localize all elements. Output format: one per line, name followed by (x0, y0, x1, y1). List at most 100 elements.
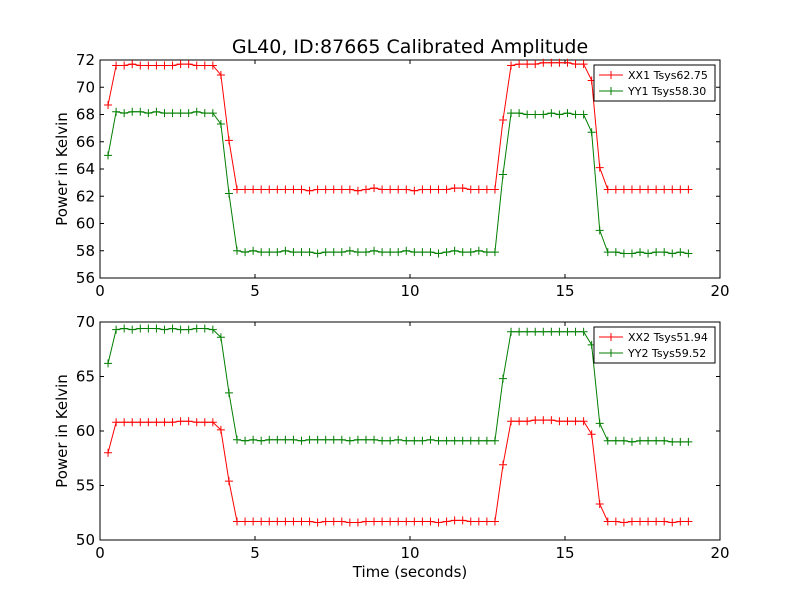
data-point-marker (684, 185, 693, 194)
data-point-marker (136, 324, 145, 333)
data-point-marker (410, 436, 419, 445)
data-point-marker (297, 436, 306, 445)
data-point-marker (152, 418, 161, 427)
data-point-marker (482, 436, 491, 445)
data-point-marker (353, 186, 362, 195)
data-point-marker (458, 248, 467, 257)
legend-box (593, 326, 716, 364)
data-point-marker (571, 327, 580, 336)
data-point-marker (652, 248, 661, 257)
data-point-marker (555, 417, 564, 426)
data-point-marker (410, 517, 419, 526)
data-point-marker (442, 436, 451, 445)
data-point-marker (273, 185, 282, 194)
data-point-marker (208, 61, 217, 70)
data-point-marker (200, 324, 209, 333)
y-tick-label: 68 (76, 106, 95, 124)
data-point-marker (499, 460, 507, 469)
legend-marker (607, 71, 615, 79)
data-point-marker (112, 325, 121, 334)
data-point-marker (482, 185, 491, 194)
data-point-marker (378, 185, 387, 194)
data-point-marker (466, 436, 475, 445)
data-point-marker (273, 435, 282, 444)
legend-label: XX1 Tsys62.75 (628, 69, 708, 82)
data-point-marker (660, 248, 669, 257)
data-point-marker (120, 418, 129, 427)
legend-label: XX2 Tsys51.94 (628, 331, 708, 344)
data-point-marker (216, 70, 225, 79)
data-point-marker (402, 436, 411, 445)
data-point-marker (418, 185, 427, 194)
data-point-marker (337, 185, 346, 194)
data-point-marker (636, 436, 645, 445)
data-point-marker (450, 436, 459, 445)
data-point-marker (507, 61, 516, 70)
data-point-marker (563, 109, 572, 118)
data-point-marker (361, 185, 370, 194)
data-point-marker (547, 58, 556, 67)
data-point-marker (160, 418, 169, 427)
data-point-marker (644, 249, 653, 258)
data-point-marker (249, 185, 258, 194)
data-point-marker (644, 185, 653, 194)
data-point-marker (507, 417, 516, 426)
data-point-marker (482, 517, 491, 526)
data-point-marker (547, 109, 556, 118)
data-point-marker (394, 517, 403, 526)
data-point-marker (507, 327, 516, 336)
data-point-marker (418, 248, 427, 257)
data-point-marker (241, 517, 250, 526)
data-point-marker (152, 61, 161, 70)
data-point-marker (684, 517, 693, 526)
data-point-marker (144, 109, 153, 118)
data-point-marker (128, 325, 137, 334)
data-point-marker (224, 477, 233, 486)
data-point-marker (619, 518, 628, 527)
y-tick-label: 64 (76, 160, 95, 178)
data-point-marker (329, 435, 338, 444)
data-point-marker (184, 109, 193, 118)
data-point-marker (289, 517, 298, 526)
data-point-marker (257, 185, 266, 194)
data-point-marker (224, 189, 233, 198)
data-point-marker (458, 436, 467, 445)
data-point-marker (410, 248, 419, 257)
data-point-marker (353, 435, 362, 444)
top-panel: 0 5 10 15 20 56 58 60 62 64 66 68 70 72 Power in Kelvi… (53, 51, 730, 300)
data-point-marker (265, 248, 274, 257)
data-point-marker (499, 115, 507, 124)
data-point-marker (426, 248, 435, 257)
data-point-marker (329, 185, 338, 194)
data-point-marker (378, 248, 387, 257)
data-point-marker (434, 249, 443, 258)
data-point-marker (345, 185, 354, 194)
data-point-marker (442, 517, 451, 526)
y-tick-label: 66 (76, 133, 95, 151)
data-point-marker (466, 185, 475, 194)
data-point-marker (184, 60, 193, 69)
data-point-marker (370, 435, 379, 444)
y-tick-label: 58 (76, 242, 95, 260)
data-point-marker (265, 517, 274, 526)
data-point-marker (676, 517, 685, 526)
data-point-marker (321, 185, 330, 194)
data-point-marker (321, 435, 330, 444)
data-point-marker (321, 248, 330, 257)
data-point-marker (611, 185, 620, 194)
data-point-marker (136, 61, 145, 70)
data-point-marker (216, 425, 225, 434)
data-point-marker (450, 184, 459, 193)
data-point-marker (660, 185, 669, 194)
data-point-marker (241, 248, 250, 257)
data-point-marker (563, 417, 572, 426)
data-point-marker (257, 436, 266, 445)
data-point-marker (450, 246, 459, 255)
data-point-marker (571, 417, 580, 426)
data-point-marker (587, 128, 596, 137)
data-point-marker (241, 436, 250, 445)
data-point-marker (627, 185, 636, 194)
y-tick-label: 60 (76, 215, 95, 233)
data-point-marker (394, 435, 403, 444)
